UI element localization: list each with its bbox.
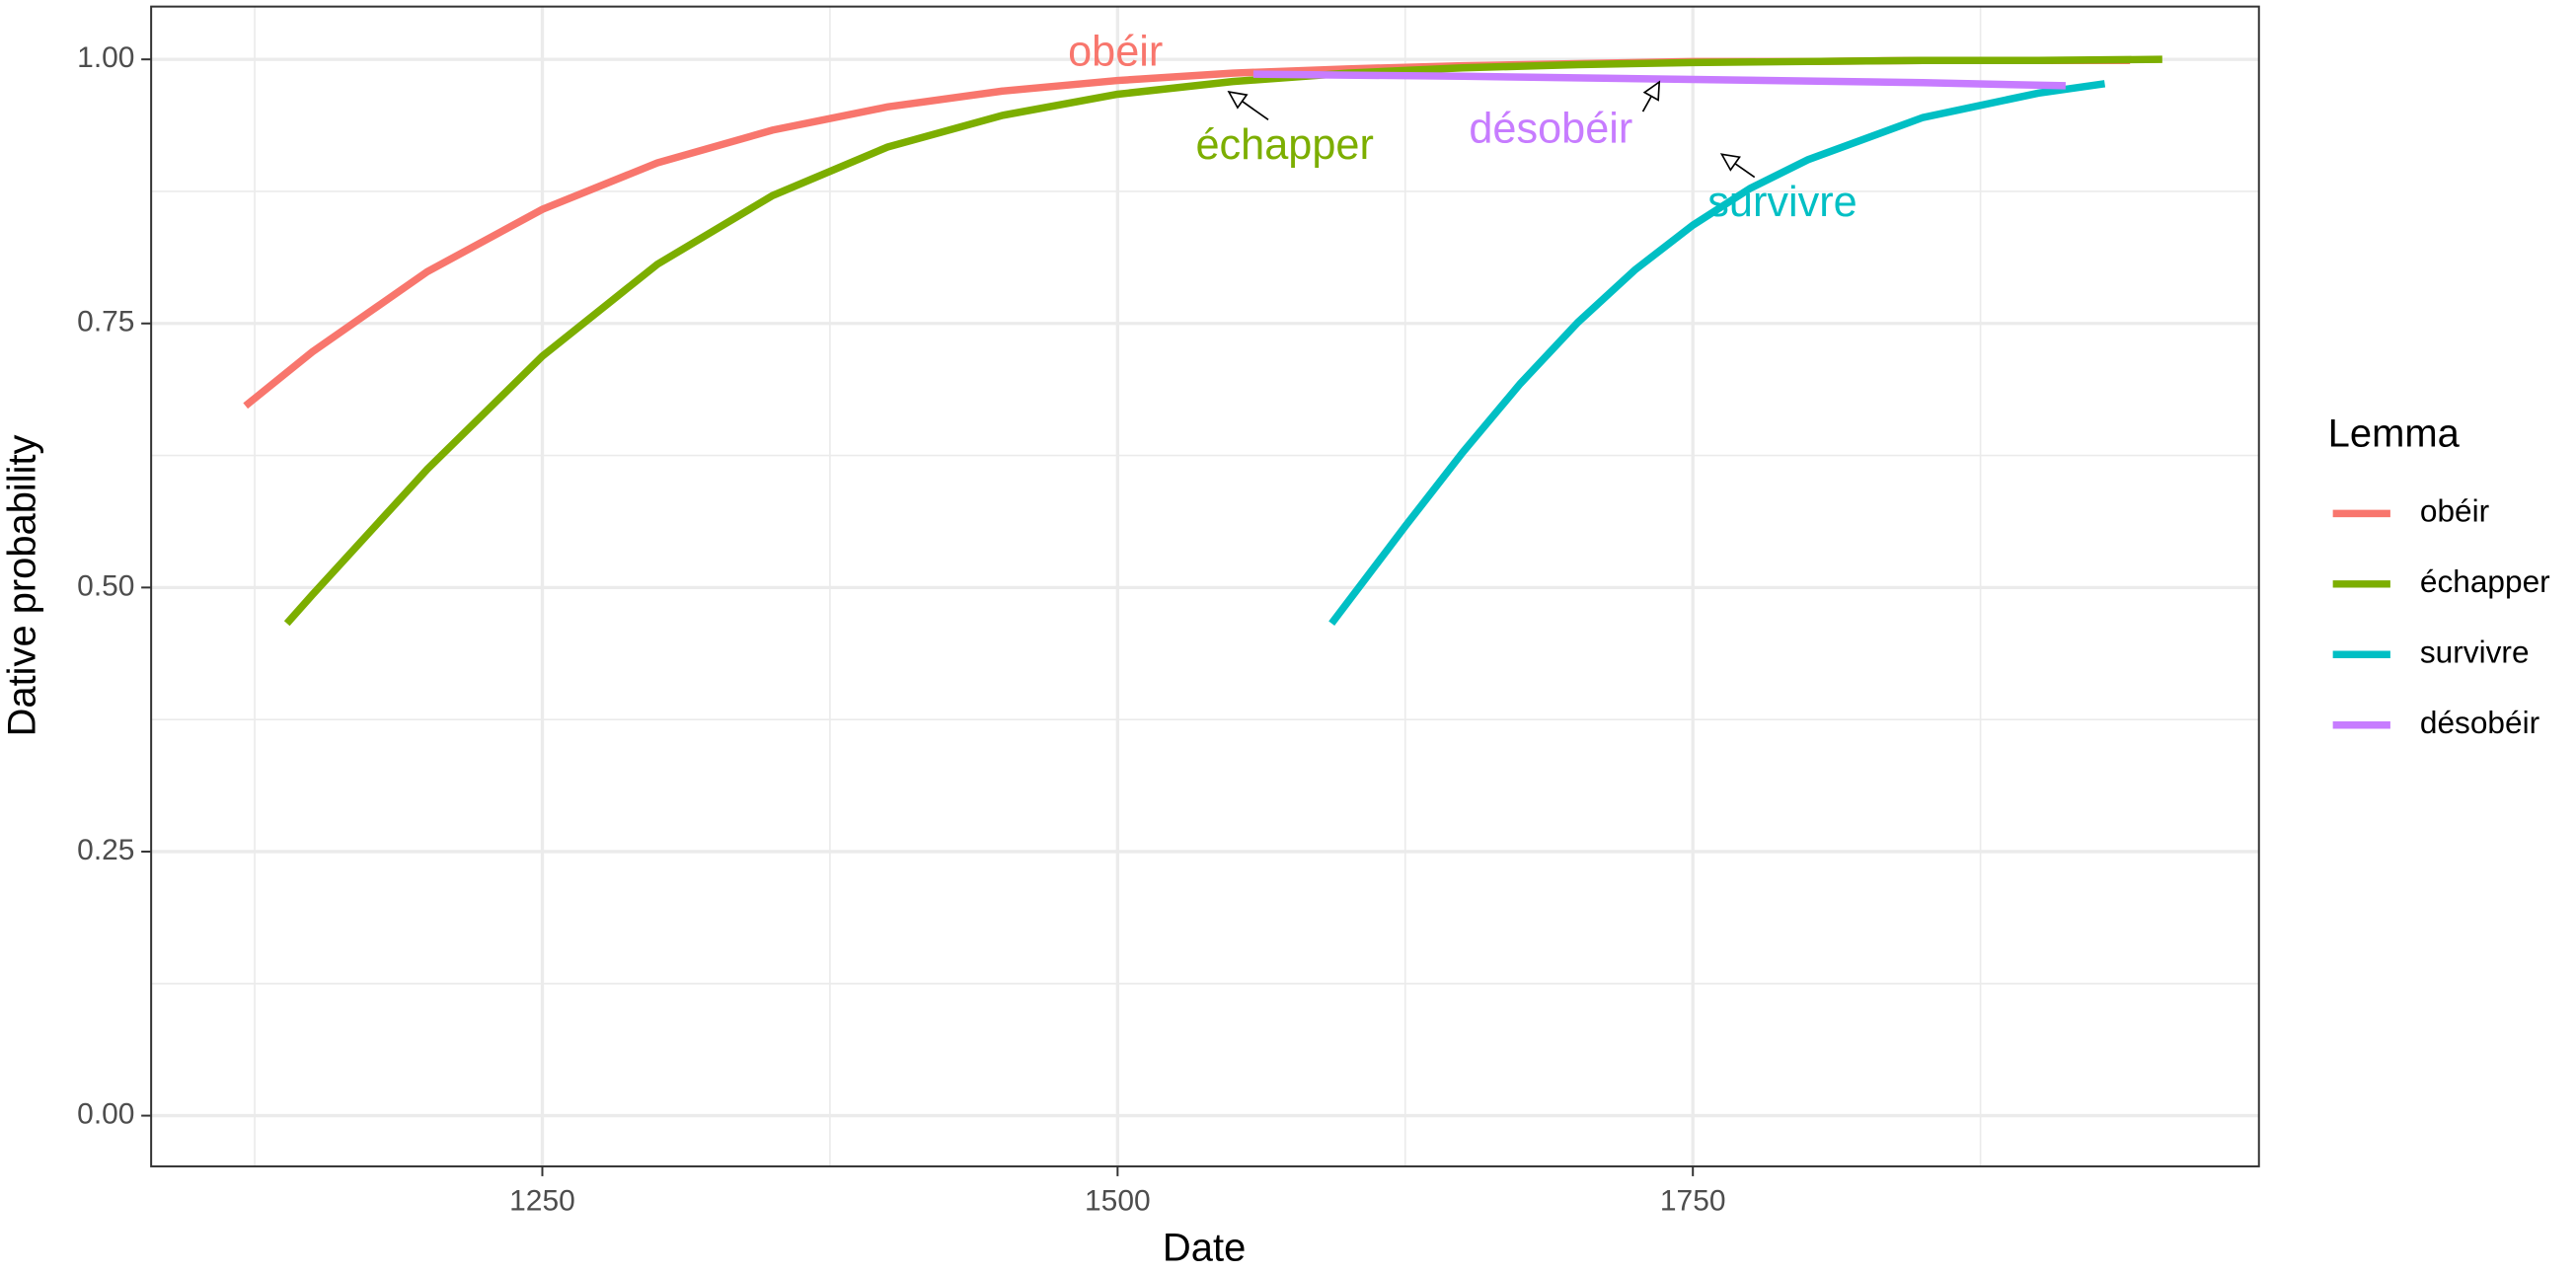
y-tick-label: 0.25 — [77, 834, 134, 866]
legend-label: désobéir — [2420, 705, 2539, 740]
legend-title: Lemma — [2328, 412, 2461, 456]
legend-label: obéir — [2420, 493, 2489, 529]
x-tick-label: 1250 — [509, 1184, 575, 1217]
lines — [243, 55, 2162, 627]
legend-label: survivre — [2420, 635, 2530, 670]
annotation-arrowhead — [1642, 80, 1661, 102]
y-tick-label: 0.50 — [77, 569, 134, 602]
series-line — [1328, 80, 2106, 627]
y-tick-label: 1.00 — [77, 41, 134, 74]
y-axis-title: Dative probability — [0, 434, 43, 736]
series-line — [1252, 70, 2066, 90]
annotation: échapper — [1195, 121, 1373, 169]
x-tick-label: 1750 — [1660, 1184, 1726, 1217]
series-line — [283, 55, 2162, 627]
x-axis-title: Date — [1163, 1226, 1246, 1269]
annotation-arrowhead — [1227, 90, 1249, 110]
y-tick-label: 0.00 — [77, 1097, 134, 1130]
legend: Lemma obéir échapper survivre désobéir — [2328, 412, 2550, 740]
y-tick-label: 0.75 — [77, 306, 134, 338]
annotations: obéir échapper survivre désobéir — [1068, 28, 1857, 226]
annotation: obéir — [1068, 28, 1163, 75]
annotation: désobéir — [1469, 105, 1632, 152]
panel-border — [150, 5, 2260, 1167]
legend-label: échapper — [2420, 563, 2550, 599]
x-tick-label: 1500 — [1085, 1184, 1151, 1217]
axes: 1250 1500 1750 0.00 0.25 0.50 0.75 1.00 — [77, 41, 1725, 1217]
annotation-arrowhead — [1719, 153, 1741, 172]
grid — [151, 6, 2259, 1166]
annotation: survivre — [1707, 179, 1856, 226]
